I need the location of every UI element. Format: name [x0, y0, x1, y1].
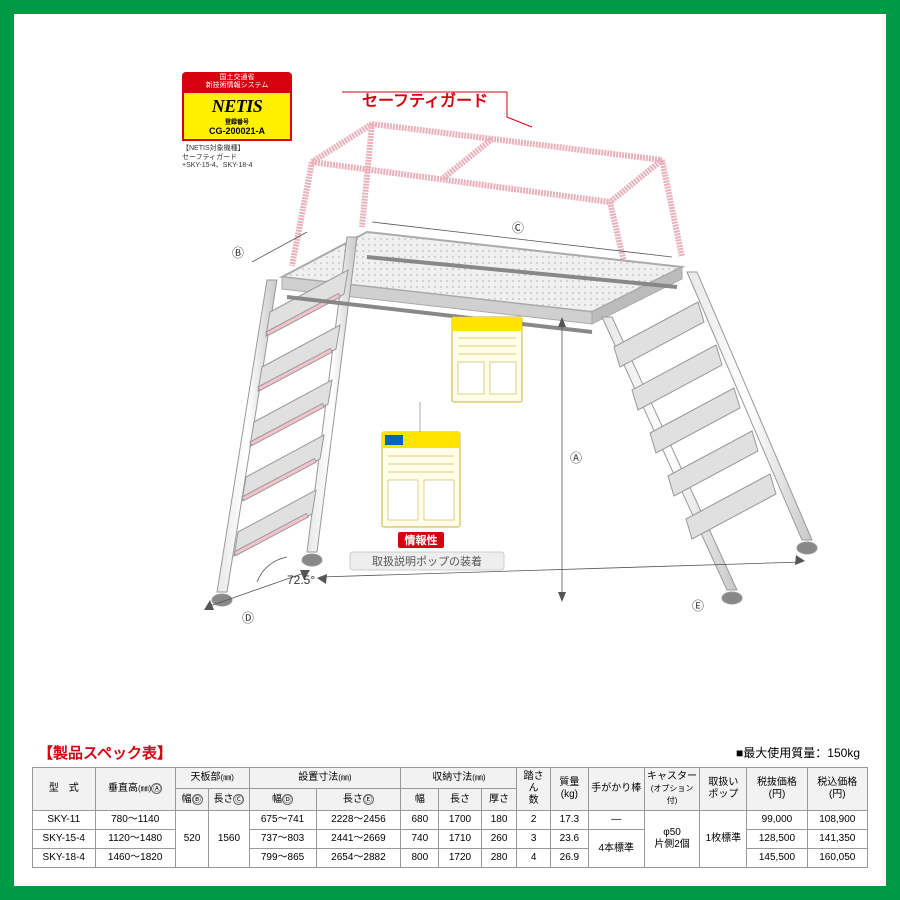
- page-frame: 国土交通省 新技術情報システム NETIS 登録番号 CG-200021-A 【…: [0, 0, 900, 900]
- th-width-b: 幅Ⓑ: [175, 789, 208, 811]
- cell-width-d: 675～741: [249, 811, 316, 830]
- dim-letter-c: Ⓒ: [233, 794, 244, 805]
- th-caster-text: キャスター: [647, 771, 697, 782]
- th-install: 設置寸法(㎜): [249, 768, 401, 789]
- th-width-d: 幅Ⓓ: [249, 789, 316, 811]
- cell-model: SKY-18-4: [33, 849, 96, 868]
- th-length-e-text: 長さ: [343, 794, 363, 805]
- cell-price-in: 141,350: [807, 830, 867, 849]
- cell-handrail: 4本標準: [588, 830, 644, 868]
- cell-length-e: 2654～2882: [316, 849, 401, 868]
- dim-e: Ⓔ: [692, 599, 704, 613]
- cell-s-width: 800: [401, 849, 439, 868]
- dim-d: Ⓓ: [242, 611, 254, 625]
- cell-length-c: 1560: [209, 811, 249, 868]
- th-handrail: 手がかり棒: [588, 768, 644, 811]
- th-price-in: 税込価格 (円): [807, 768, 867, 811]
- cell-s-length: 1700: [439, 811, 481, 830]
- th-height-text: 垂直高: [108, 783, 138, 794]
- th-height-unit: (㎜): [138, 784, 151, 793]
- info-caption: 取扱説明ポップの装着: [372, 554, 482, 568]
- cell-s-thick: 180: [481, 811, 517, 830]
- cell-handrail: —: [588, 811, 644, 830]
- th-topboard: 天板部(㎜): [175, 768, 249, 789]
- th-storage-unit: (㎜): [472, 773, 485, 782]
- cell-steps: 2: [517, 811, 550, 830]
- dim-a: Ⓐ: [570, 451, 582, 465]
- th-s-thick: 厚さ: [481, 789, 517, 811]
- th-height: 垂直高(㎜)Ⓐ: [95, 768, 175, 811]
- cell-popup: 1枚標準: [700, 811, 747, 868]
- cell-length-e: 2441～2669: [316, 830, 401, 849]
- dim-letter-b: Ⓑ: [192, 794, 203, 805]
- spec-table-area: 【製品スペック表】 ■最大使用質量：150kg 型 式: [32, 742, 868, 868]
- th-topboard-text: 天板部: [191, 772, 221, 783]
- cell-model: SKY-15-4: [33, 830, 96, 849]
- dim-c: Ⓒ: [512, 221, 524, 235]
- dim-b: Ⓑ: [232, 246, 244, 260]
- cell-mass: 23.6: [550, 830, 588, 849]
- cell-height: 1120～1480: [95, 830, 175, 849]
- cell-height: 1460～1820: [95, 849, 175, 868]
- th-length-e: 長さⒺ: [316, 789, 401, 811]
- cell-s-width: 740: [401, 830, 439, 849]
- pop-sign-lower: [382, 432, 460, 527]
- th-s-length: 長さ: [439, 789, 481, 811]
- content-area: 国土交通省 新技術情報システム NETIS 登録番号 CG-200021-A 【…: [32, 32, 868, 868]
- cell-caster: φ50 片側2個: [644, 811, 700, 868]
- cell-price-ex: 99,000: [747, 811, 807, 830]
- info-badge: 情報性: [405, 533, 438, 547]
- cell-width-d: 799～865: [249, 849, 316, 868]
- th-install-unit: (㎜): [338, 773, 351, 782]
- dim-letter-a: Ⓐ: [151, 783, 162, 794]
- th-topboard-unit: (㎜): [221, 773, 234, 782]
- dim-letter-e: Ⓔ: [363, 794, 374, 805]
- cell-height: 780～1140: [95, 811, 175, 830]
- cell-s-thick: 280: [481, 849, 517, 868]
- th-caster-sub: (オプション付): [651, 784, 694, 805]
- cell-price-ex: 128,500: [747, 830, 807, 849]
- th-storage: 収納寸法(㎜): [401, 768, 517, 789]
- cell-width-d: 737～803: [249, 830, 316, 849]
- th-model: 型 式: [33, 768, 96, 811]
- th-caster: キャスター (オプション付): [644, 768, 700, 811]
- cell-mass: 17.3: [550, 811, 588, 830]
- dim-letter-d: Ⓓ: [282, 794, 293, 805]
- cell-model: SKY-11: [33, 811, 96, 830]
- th-width-b-text: 幅: [182, 794, 192, 805]
- cell-s-width: 680: [401, 811, 439, 830]
- cell-mass: 26.9: [550, 849, 588, 868]
- th-popup: 取扱い ポップ: [700, 768, 747, 811]
- cell-price-in: 108,900: [807, 811, 867, 830]
- cell-s-length: 1710: [439, 830, 481, 849]
- th-width-d-text: 幅: [272, 794, 282, 805]
- cell-steps: 4: [517, 849, 550, 868]
- cell-length-e: 2228～2456: [316, 811, 401, 830]
- cell-price-ex: 145,500: [747, 849, 807, 868]
- table-header-row-1: 型 式 垂直高(㎜)Ⓐ 天板部(㎜) 設置寸法(㎜) 収納寸法(㎜): [33, 768, 868, 789]
- th-length-c: 長さⒸ: [209, 789, 249, 811]
- cell-steps: 3: [517, 830, 550, 849]
- th-storage-text: 収納寸法: [432, 772, 472, 783]
- spec-table: 型 式 垂直高(㎜)Ⓐ 天板部(㎜) 設置寸法(㎜) 収納寸法(㎜): [32, 767, 868, 868]
- cell-s-thick: 260: [481, 830, 517, 849]
- th-price-ex: 税抜価格 (円): [747, 768, 807, 811]
- cell-s-length: 1720: [439, 849, 481, 868]
- th-mass: 質量 (kg): [550, 768, 588, 811]
- th-length-c-text: 長さ: [213, 794, 233, 805]
- angle-label: 72.5°: [287, 573, 315, 587]
- table-row: SKY-11 780～1140 520 1560 675～741 2228～24…: [33, 811, 868, 830]
- th-steps: 踏さん 数: [517, 768, 550, 811]
- cell-price-in: 160,050: [807, 849, 867, 868]
- pop-sign-upper: [452, 317, 522, 402]
- max-load: ■最大使用質量：150kg: [736, 744, 860, 761]
- product-illustration: Ⓐ Ⓑ Ⓒ Ⓓ Ⓔ 72.5°: [162, 62, 822, 662]
- th-s-width: 幅: [401, 789, 439, 811]
- cell-width-b: 520: [175, 811, 208, 868]
- th-install-text: 設置寸法: [298, 772, 338, 783]
